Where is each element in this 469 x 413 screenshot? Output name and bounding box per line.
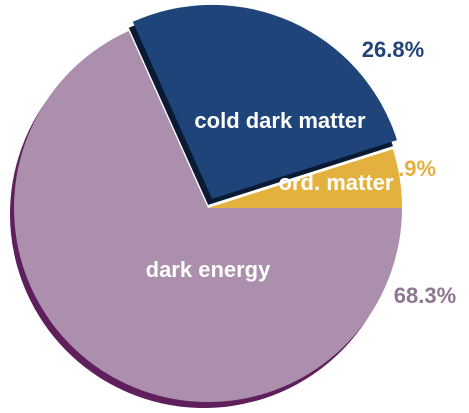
slice-value-cold-dark-matter: 26.8% [362,37,424,62]
slice-ord-matter [208,149,402,208]
slice-value-dark-energy: 68.3% [394,283,456,308]
slice-label-ord-matter: ord. matter [279,170,394,195]
slice-layer [13,4,402,403]
slice-value-ord-matter: 4.9% [386,156,436,181]
slice-label-dark-energy: dark energy [146,257,271,282]
slice-dark-energy [13,30,402,403]
slice-cold-dark-matter [132,4,397,199]
slice-label-cold-dark-matter: cold dark matter [194,108,366,133]
